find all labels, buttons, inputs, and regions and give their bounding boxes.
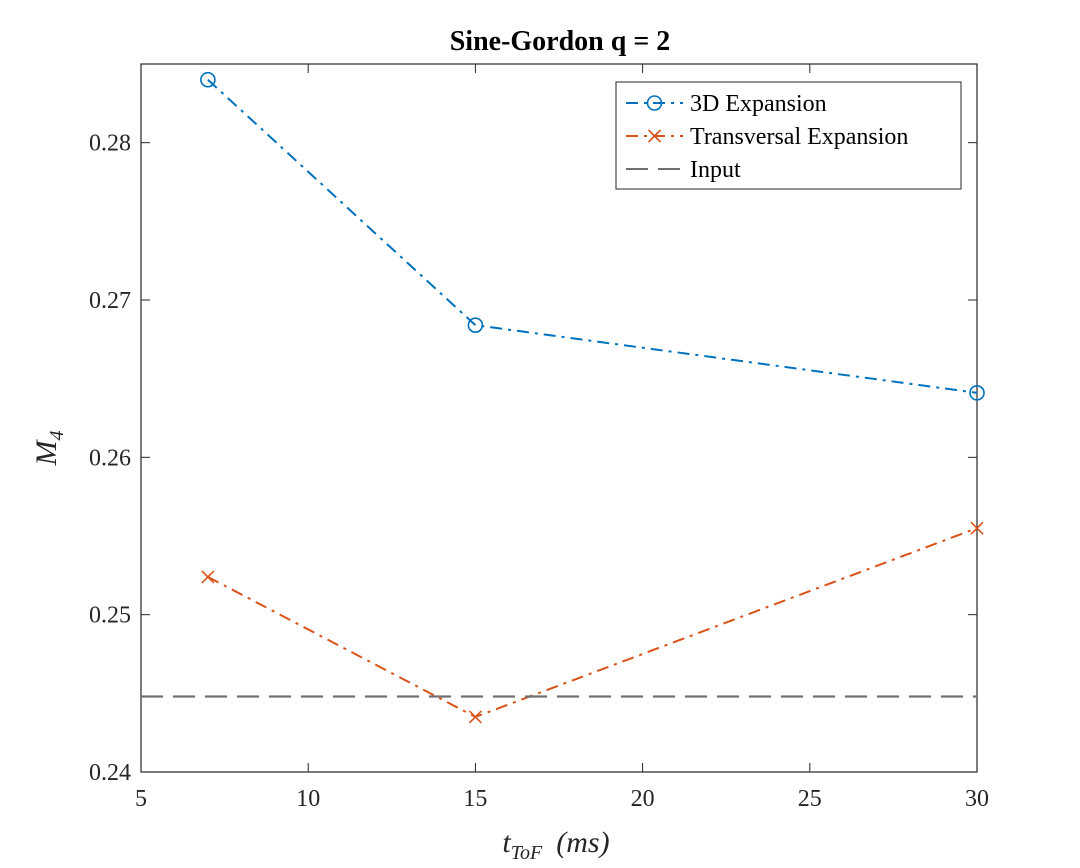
legend-entry-3d-expansion: 3D Expansion <box>626 91 827 117</box>
legend-entry-transversal-expansion: Transversal Expansion <box>626 124 908 150</box>
x-tick-label: 25 <box>798 786 822 812</box>
data-point-3d-expansion <box>200 71 216 88</box>
x-axis: 5 10 15 20 25 30 <box>135 64 989 812</box>
x-tick-label: 10 <box>296 786 320 812</box>
x-tick-label: 5 <box>135 786 147 812</box>
series-3d-expansion <box>200 71 985 401</box>
data-point-3d-expansion <box>467 317 484 333</box>
y-axis-label: M4 <box>30 431 68 467</box>
x-axis-label: tToF (ms) <box>502 826 609 864</box>
data-point-transversal-expansion <box>201 570 215 584</box>
data-point-3d-expansion <box>969 385 985 401</box>
y-tick-label: 0.28 <box>89 131 131 157</box>
legend: 3D Expansion Transversal Expansion Input <box>615 81 962 190</box>
chart-title: Sine-Gordon q = 2 <box>450 26 671 57</box>
y-tick-label: 0.27 <box>89 288 131 314</box>
legend-label: Transversal Expansion <box>690 124 908 150</box>
data-point-transversal-expansion <box>970 521 984 535</box>
data-point-transversal-expansion <box>468 710 482 724</box>
x-tick-label: 20 <box>631 786 655 812</box>
y-axis: 0.24 0.25 0.26 0.27 0.28 <box>89 131 977 786</box>
legend-marker <box>647 129 662 143</box>
series-transversal-expansion <box>201 521 984 724</box>
x-tick-label: 30 <box>965 786 989 812</box>
series-layer <box>141 71 985 724</box>
legend-label: Input <box>690 157 741 183</box>
y-tick-label: 0.26 <box>89 445 131 471</box>
x-tick-label: 15 <box>463 786 487 812</box>
legend-marker <box>646 95 663 111</box>
y-tick-label: 0.24 <box>89 760 131 786</box>
legend-label: 3D Expansion <box>690 91 827 117</box>
legend-entry-input: Input <box>626 157 741 183</box>
y-tick-label: 0.25 <box>89 603 131 629</box>
